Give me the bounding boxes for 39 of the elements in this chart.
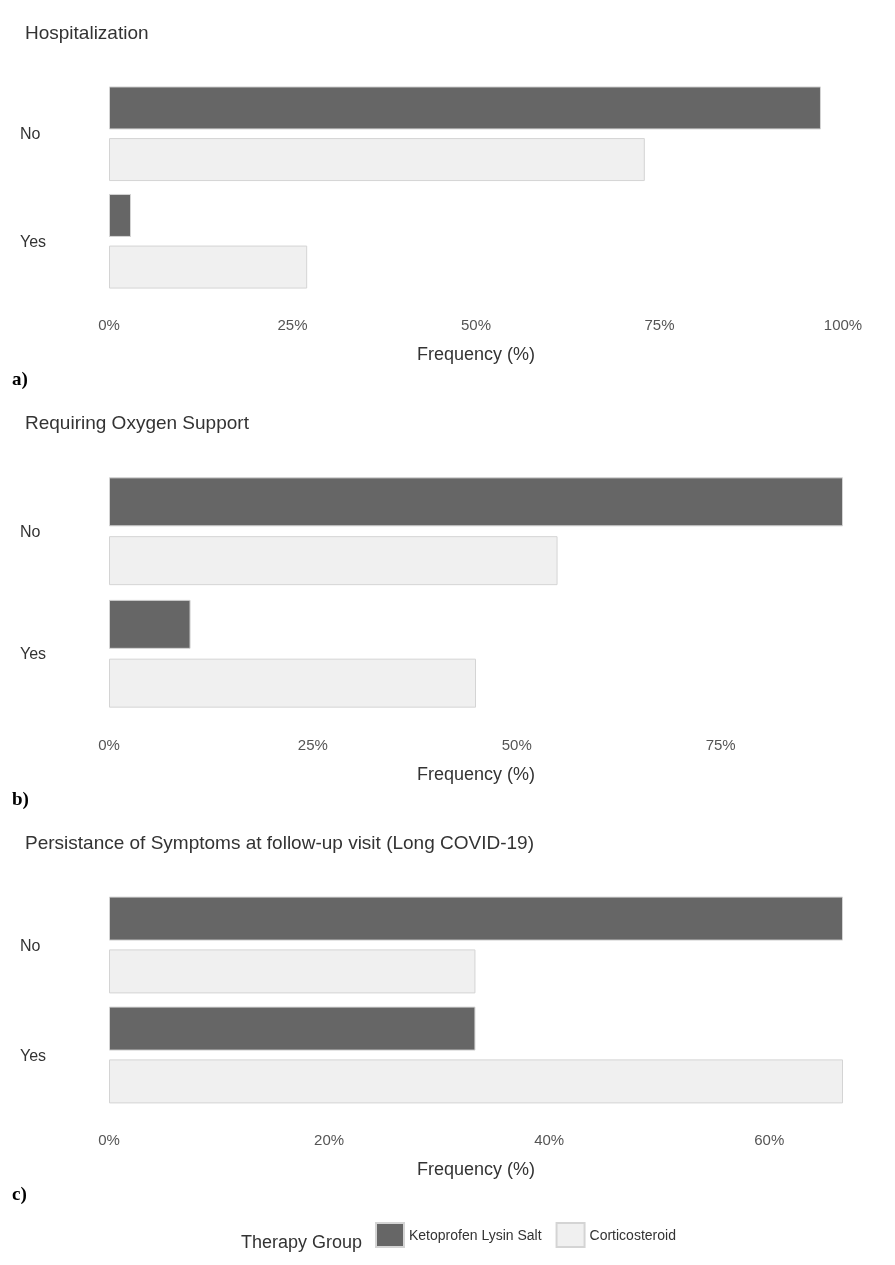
x-axis-title: Frequency (%) [416,344,536,364]
x-tick-label: 25% [297,736,328,753]
y-tick-label: No [20,125,41,143]
legend-title: Therapy Group [240,1232,362,1252]
chart-title: Requiring Oxygen Support [25,412,250,433]
x-axis-title: Frequency (%) [416,1159,536,1179]
x-tick-label: 60% [754,1131,785,1148]
text: b) [12,788,29,810]
chart-title: Hospitalization [25,22,149,43]
x-tick-label: 50% [460,316,492,333]
x-tick-label: 25% [277,316,308,333]
y-tick-label: Yes [20,232,47,250]
legend-label: Ketoprofen Lysin Salt [409,1227,542,1243]
x-tick-label: 0% [98,316,120,333]
bar [109,477,843,527]
x-tick-label: 100% [823,316,863,333]
bar [109,658,476,708]
x-tick-label: 0% [98,1131,120,1148]
text: c) [12,1183,27,1205]
bar [109,536,558,586]
x-axis-title: Frequency (%) [416,764,536,784]
x-tick-label: 40% [534,1131,565,1148]
x-tick-label: 75% [644,316,675,333]
y-tick-label: No [20,936,41,954]
legend-label: Corticosteroid [589,1227,676,1243]
x-tick-label: 20% [314,1131,345,1148]
y-tick-label: Yes [20,645,47,663]
bar [109,245,308,289]
x-tick-label: 50% [501,736,532,753]
bar [109,599,191,649]
bar [109,193,132,237]
y-tick-label: Yes [20,1046,47,1064]
text: a) [12,368,28,390]
y-tick-label: No [20,522,41,540]
bar [109,86,821,130]
chart-title: Persistance of Symptoms at follow-up visit (Long COVID-19) [25,832,534,853]
bar [109,138,645,182]
x-tick-label: 0% [98,736,120,753]
x-tick-label: 75% [705,736,736,753]
